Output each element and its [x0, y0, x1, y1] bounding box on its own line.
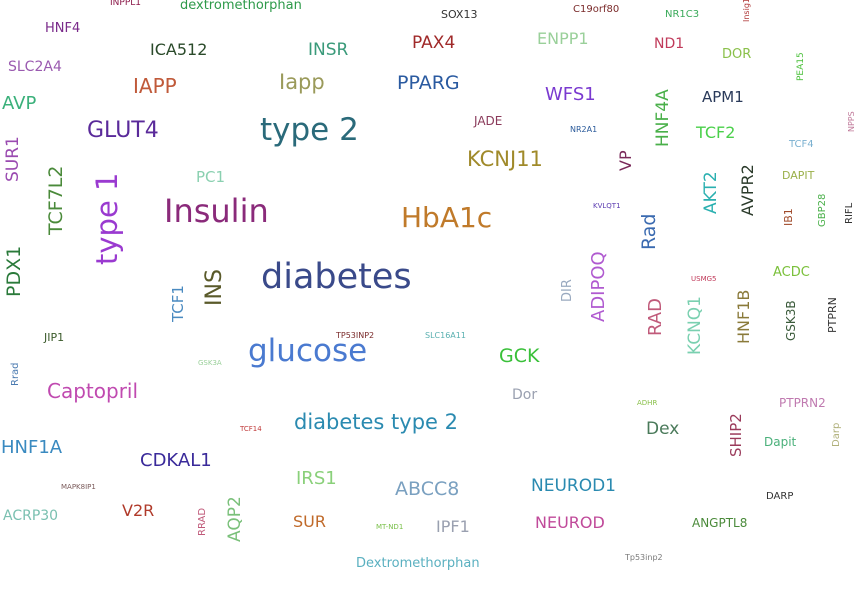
- word-type-1: type 1: [90, 172, 124, 265]
- word-cdkal1: CDKAL1: [140, 450, 212, 471]
- word-wfs1: WFS1: [545, 84, 596, 105]
- word-npps: NPPS: [847, 111, 856, 132]
- word-pdx1: PDX1: [3, 245, 25, 297]
- word-dor-upper: DOR: [722, 47, 752, 62]
- word-vp: VP: [616, 150, 635, 171]
- word-ptprn: PTPRN: [826, 297, 839, 333]
- word-sur: SUR: [293, 512, 326, 531]
- word-jip1: JIP1: [44, 331, 65, 344]
- word-hba1c: HbA1c: [401, 201, 493, 234]
- word-adipoq: ADIPOQ: [588, 251, 609, 322]
- word-kcnj11: KCNJ11: [467, 147, 543, 171]
- word-tcf14: TCF14: [240, 425, 262, 433]
- word-tcf1: TCF1: [169, 285, 187, 322]
- word-slc16a11: SLC16A11: [425, 331, 466, 340]
- word-iapp-upper: IAPP: [133, 74, 177, 98]
- word-abcc8: ABCC8: [395, 478, 460, 500]
- word-ica512: ICA512: [150, 40, 208, 59]
- word-jade: JADE: [474, 114, 503, 128]
- word-insulin: Insulin: [164, 192, 269, 230]
- word-acrp30: ACRP30: [3, 508, 59, 524]
- word-dor-mixed: Dor: [512, 387, 538, 403]
- word-tcf2: TCF2: [696, 123, 736, 142]
- word-acdc: ACDC: [773, 265, 810, 280]
- word-gbp28: GBP28: [817, 193, 828, 227]
- word-insr: INSR: [308, 40, 349, 60]
- word-diabetes: diabetes: [261, 257, 412, 297]
- word-rrad-mixed: Rrad: [10, 362, 21, 386]
- word-mapk8ip1: MAPK8IP1: [61, 483, 96, 491]
- word-neurod1: NEUROD1: [531, 476, 616, 496]
- word-dapit-mixed: Dapit: [764, 435, 797, 449]
- word-dapit-upper: DAPIT: [782, 169, 815, 182]
- word-rad-upper: RAD: [645, 298, 666, 336]
- word-sox13: SOX13: [441, 8, 478, 21]
- word-gsk3b: GSK3B: [784, 300, 798, 341]
- word-ship2: SHIP2: [727, 413, 745, 457]
- word-mt-nd1: MT-ND1: [376, 523, 404, 531]
- word-rrad-upper: RRAD: [197, 507, 208, 536]
- word-ptprn2: PTPRN2: [779, 396, 826, 410]
- word-type-2: type 2: [260, 112, 359, 148]
- word-rifl: RIFL: [844, 202, 855, 224]
- word-glucose: glucose: [248, 333, 368, 369]
- word-gck: GCK: [499, 345, 540, 367]
- word-tcf4: TCF4: [789, 139, 814, 150]
- word-ins: INS: [202, 269, 227, 306]
- word-usmg5: USMG5: [691, 275, 717, 283]
- word-ipf1: IPF1: [436, 517, 470, 536]
- word-enpp1: ENPP1: [537, 29, 589, 48]
- word-pparg: PPARG: [397, 72, 460, 94]
- word-gsk3a: GSK3A: [198, 359, 222, 367]
- word-dextromethorphan: Dextromethorphan: [356, 556, 480, 571]
- word-inppl1: INPPL1: [110, 0, 141, 8]
- word-dex: Dex: [646, 419, 680, 439]
- word-nd1: ND1: [654, 36, 685, 52]
- word-iapp-mixed: Iapp: [279, 70, 325, 94]
- word-glut4: GLUT4: [87, 118, 159, 143]
- word-sur1: SUR1: [3, 136, 23, 182]
- word-hnf4: HNF4: [45, 21, 81, 36]
- word-hnf4a: HNF4A: [653, 89, 673, 147]
- word-slc2a4: SLC2A4: [8, 59, 62, 75]
- word-darp-mixed: Darp: [831, 422, 842, 447]
- word-aqp2: AQP2: [225, 496, 245, 542]
- word-pax4: PAX4: [412, 33, 456, 53]
- word-kvlqt1: KVLQT1: [593, 202, 621, 210]
- word-apm1: APM1: [702, 88, 744, 106]
- word-darp-upper: DARP: [766, 491, 794, 502]
- word-dextromethorphan-lower: dextromethorphan: [180, 0, 302, 13]
- word-captopril: Captopril: [47, 379, 139, 403]
- word-tp53inp2-mixed: Tp53inp2: [625, 553, 663, 562]
- word-pea15: PEA15: [796, 52, 806, 81]
- word-dir: DIR: [560, 279, 575, 302]
- word-nr2a1: NR2A1: [570, 125, 598, 134]
- word-pc1: PC1: [196, 168, 226, 186]
- word-c19orf80: C19orf80: [573, 4, 620, 15]
- word-hnf1a: HNF1A: [1, 437, 63, 458]
- word-neurod: NEUROD: [535, 513, 605, 532]
- word-avpr2: AVPR2: [738, 164, 757, 216]
- word-avp: AVP: [2, 93, 37, 114]
- word-tcf7l2: TCF7L2: [45, 165, 67, 235]
- word-tp53inp2-upper: TP53INP2: [336, 331, 375, 340]
- word-adhr: ADHR: [637, 399, 658, 407]
- word-hnf1b: HNF1B: [734, 289, 753, 344]
- word-diabetes-type-2: diabetes type 2: [294, 410, 459, 434]
- word-rad-mixed: Rad: [638, 213, 660, 251]
- word-akt2: AKT2: [701, 171, 721, 214]
- word-v2r: V2R: [122, 501, 155, 520]
- word-irs1: IRS1: [296, 468, 337, 489]
- word-ib1: IB1: [782, 208, 795, 226]
- word-angptl8: ANGPTL8: [692, 516, 748, 530]
- word-nr1c3: NR1C3: [665, 9, 700, 20]
- word-kcnq1: KCNQ1: [685, 295, 705, 355]
- word-insig1: Insig1: [742, 0, 751, 22]
